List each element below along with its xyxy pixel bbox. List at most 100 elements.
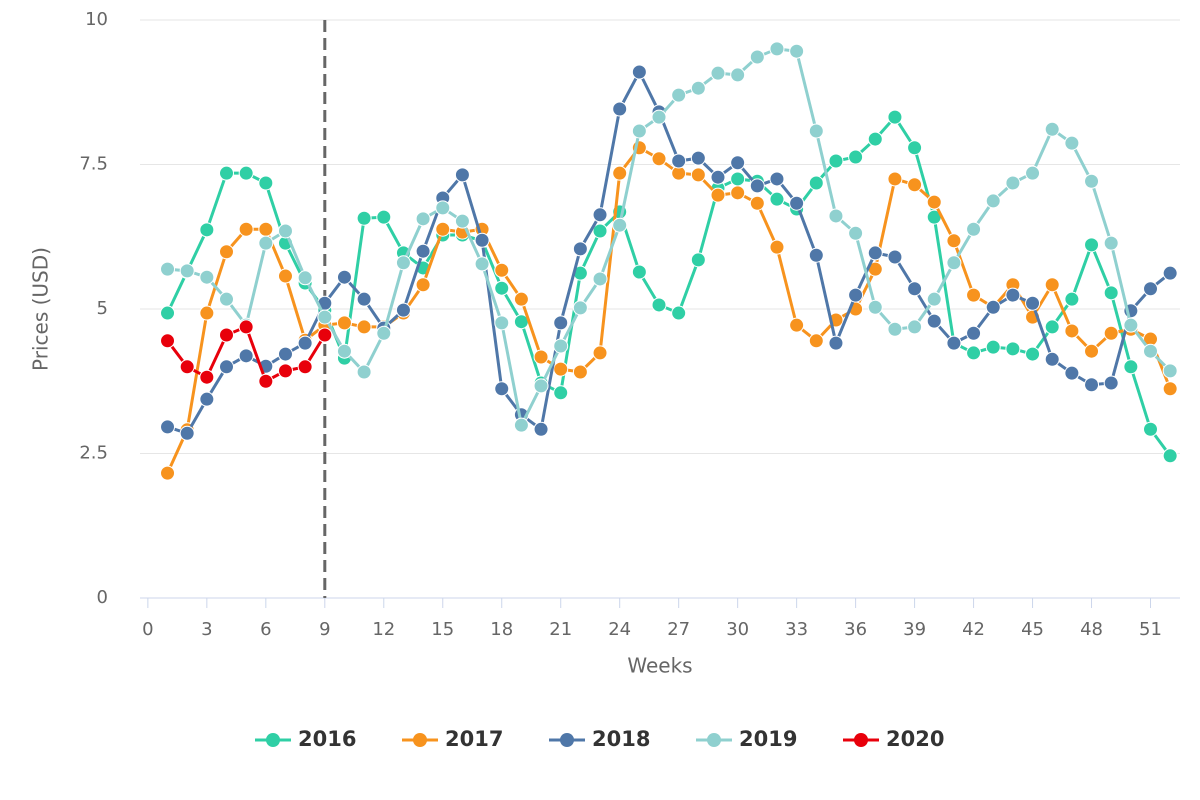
point	[710, 187, 726, 203]
y-tick-label: 10	[85, 9, 108, 30]
point	[749, 178, 765, 194]
point	[376, 209, 392, 225]
point	[612, 165, 628, 181]
legend-marker	[560, 733, 574, 747]
point	[848, 287, 864, 303]
point	[160, 261, 176, 277]
x-tick-label: 48	[1080, 619, 1103, 640]
point	[985, 193, 1001, 209]
point	[1005, 175, 1021, 191]
point	[1064, 365, 1080, 381]
point	[258, 175, 274, 191]
point	[808, 123, 824, 139]
point	[631, 264, 647, 280]
point	[1103, 285, 1119, 301]
point	[553, 315, 569, 331]
point	[690, 150, 706, 166]
point	[828, 208, 844, 224]
point	[160, 333, 176, 349]
point	[238, 348, 254, 364]
x-tick-label: 27	[667, 619, 690, 640]
legend-label: 2019	[739, 727, 797, 751]
point	[356, 364, 372, 380]
point	[1084, 377, 1100, 393]
point	[828, 335, 844, 351]
x-tick-label: 39	[903, 619, 926, 640]
y-tick-label: 0	[97, 587, 108, 608]
point	[966, 325, 982, 341]
point	[572, 300, 588, 316]
point	[199, 391, 215, 407]
point	[238, 319, 254, 335]
point	[592, 271, 608, 287]
point	[356, 319, 372, 335]
point	[1084, 173, 1100, 189]
point	[533, 378, 549, 394]
legend-label: 2017	[445, 727, 503, 751]
point	[769, 171, 785, 187]
point	[219, 291, 235, 307]
point	[258, 373, 274, 389]
point	[513, 291, 529, 307]
point	[867, 299, 883, 315]
point	[258, 235, 274, 251]
point	[1044, 319, 1060, 335]
legend-marker	[854, 733, 868, 747]
point	[749, 49, 765, 65]
x-tick-label: 0	[142, 619, 153, 640]
point	[179, 359, 195, 375]
point	[789, 43, 805, 59]
point	[415, 277, 431, 293]
point	[533, 349, 549, 365]
x-tick-label: 12	[372, 619, 395, 640]
point	[238, 165, 254, 181]
point	[297, 270, 313, 286]
point	[789, 195, 805, 211]
point	[454, 167, 470, 183]
point	[513, 417, 529, 433]
point	[258, 221, 274, 237]
point	[1084, 343, 1100, 359]
legend-marker	[707, 733, 721, 747]
point	[277, 268, 293, 284]
point	[415, 243, 431, 259]
point	[435, 200, 451, 216]
series-line	[167, 47, 1172, 430]
point	[219, 165, 235, 181]
point	[946, 335, 962, 351]
point	[336, 315, 352, 331]
point	[356, 210, 372, 226]
point	[277, 223, 293, 239]
point	[828, 153, 844, 169]
legend-marker	[413, 733, 427, 747]
point	[690, 167, 706, 183]
point	[199, 269, 215, 285]
point	[336, 343, 352, 359]
point	[926, 291, 942, 307]
point	[1025, 165, 1041, 181]
point	[710, 169, 726, 185]
point	[966, 287, 982, 303]
point	[769, 239, 785, 255]
point	[1005, 287, 1021, 303]
point	[730, 67, 746, 83]
point	[395, 255, 411, 271]
point	[277, 363, 293, 379]
point	[690, 80, 706, 96]
point	[789, 317, 805, 333]
legend-label: 2018	[592, 727, 650, 751]
point	[494, 262, 510, 278]
point	[966, 345, 982, 361]
point	[1044, 351, 1060, 367]
point	[533, 421, 549, 437]
point	[907, 281, 923, 297]
point	[690, 252, 706, 268]
point	[277, 346, 293, 362]
point	[612, 101, 628, 117]
point	[887, 171, 903, 187]
x-tick-label: 42	[962, 619, 985, 640]
point	[946, 255, 962, 271]
point	[749, 195, 765, 211]
point	[730, 171, 746, 187]
